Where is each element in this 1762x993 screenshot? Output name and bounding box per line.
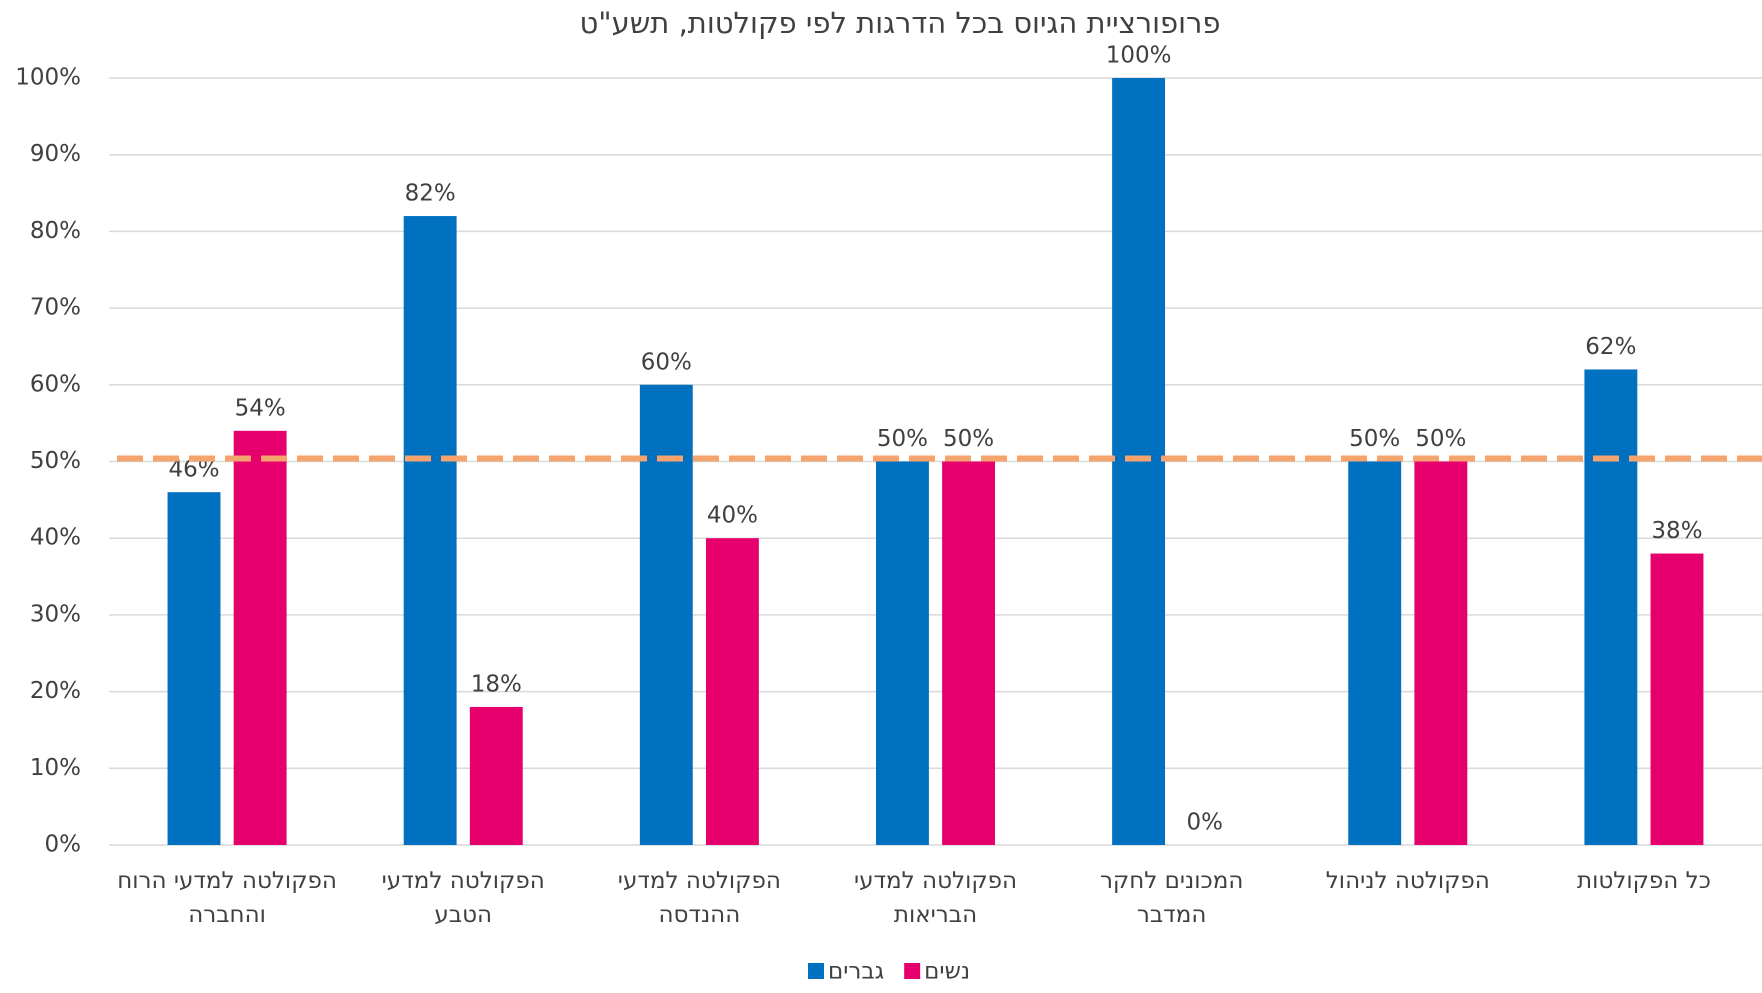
y-tick-label: 80% xyxy=(30,218,81,244)
legend-swatch xyxy=(904,963,921,979)
data-label: 50% xyxy=(877,426,928,452)
bar xyxy=(167,492,221,845)
bar xyxy=(942,461,996,845)
bar xyxy=(233,430,287,845)
bar xyxy=(639,384,693,845)
data-label: 60% xyxy=(641,349,692,375)
x-tick-label: הפקולטה למדעי הרוח והחברה xyxy=(117,868,337,928)
legend-swatch xyxy=(808,963,824,979)
y-tick-label: 10% xyxy=(30,755,81,781)
bar xyxy=(1414,461,1468,845)
y-tick-label: 90% xyxy=(30,141,81,167)
y-tick-label: 50% xyxy=(30,448,81,474)
data-label: 82% xyxy=(405,181,456,207)
data-label: 0% xyxy=(1186,810,1223,836)
y-tick-label: 20% xyxy=(30,678,81,704)
data-label: 40% xyxy=(707,503,758,529)
bar xyxy=(403,216,457,845)
x-tick-label: כל הפקולטות xyxy=(1576,868,1711,894)
bar xyxy=(1584,369,1638,845)
data-label: 50% xyxy=(1349,426,1400,452)
bar xyxy=(1650,553,1704,845)
legend-label: נשים xyxy=(924,959,970,985)
data-label: 54% xyxy=(235,395,286,421)
y-tick-label: 30% xyxy=(30,601,81,627)
y-tick-label: 70% xyxy=(30,295,81,321)
chart-title: פרופורציית הגיוס בכל הדרגות לפי פקולטות,… xyxy=(579,6,1220,40)
y-tick-label: 0% xyxy=(45,832,82,858)
y-tick-label: 100% xyxy=(15,65,81,91)
x-tick-label: המכונים לחקר המדבר xyxy=(1099,868,1244,928)
bar xyxy=(875,461,929,845)
data-label: 38% xyxy=(1651,518,1702,544)
bar xyxy=(1348,461,1402,845)
data-label: 100% xyxy=(1106,43,1172,69)
bar xyxy=(705,538,759,845)
data-label: 50% xyxy=(943,426,994,452)
x-tick-label: הפקולטה למדעי ההנדסה xyxy=(617,868,781,928)
x-tick-label: הפקולטה לניהול xyxy=(1325,868,1490,894)
data-label: 62% xyxy=(1585,334,1636,360)
x-tick-label: הפקולטה למדעי הטבע xyxy=(381,868,545,928)
x-tick-label: הפקולטה למדעי הבריאות xyxy=(853,868,1018,928)
data-label: 50% xyxy=(1415,426,1466,452)
bar xyxy=(469,706,523,845)
y-tick-label: 60% xyxy=(30,371,81,397)
legend-label: גברים xyxy=(828,959,884,985)
y-tick-label: 40% xyxy=(30,525,81,551)
data-label: 18% xyxy=(471,671,522,697)
